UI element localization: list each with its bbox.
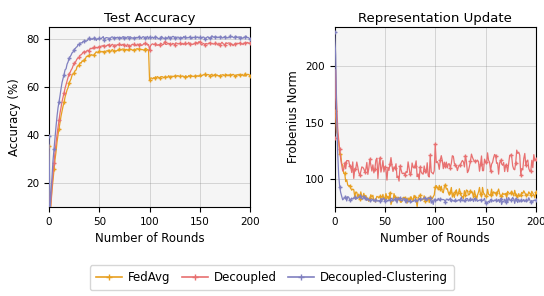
Legend: FedAvg, Decoupled, Decoupled-Clustering: FedAvg, Decoupled, Decoupled-Clustering (90, 265, 454, 290)
X-axis label: Number of Rounds: Number of Rounds (95, 232, 205, 245)
X-axis label: Number of Rounds: Number of Rounds (380, 232, 490, 245)
Title: Representation Update: Representation Update (358, 12, 512, 25)
Title: Test Accuracy: Test Accuracy (104, 12, 195, 25)
Y-axis label: Frobenius Norm: Frobenius Norm (287, 70, 300, 163)
Y-axis label: Accuracy (%): Accuracy (%) (8, 78, 21, 156)
